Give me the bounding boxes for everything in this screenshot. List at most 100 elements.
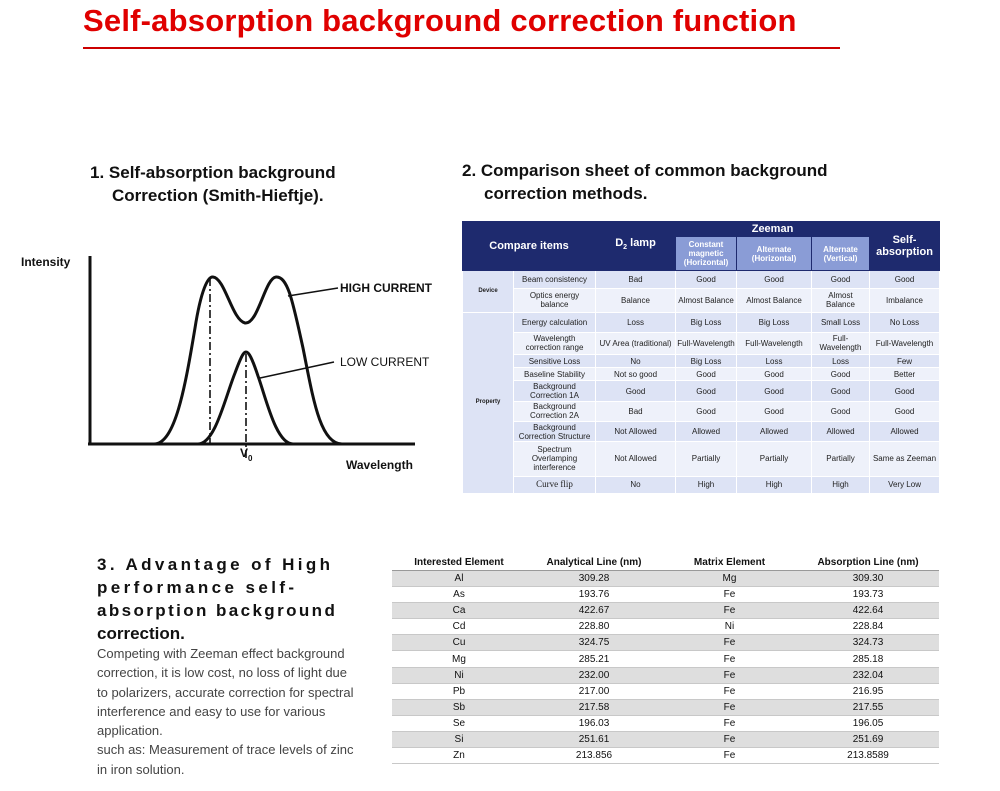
table-cell: Very Low [869,475,941,495]
alternate-vertical-header: Alternate (Vertical) [811,236,871,271]
table-cell: Big Loss [736,311,813,333]
table-cell: 251.61 [526,731,662,749]
table-row: Spectrum Overlamping interference Not Al… [463,441,941,477]
high-current-curve [153,275,343,446]
table-cell: Almost Balance [675,288,738,313]
comparison-table: Compare items D2 lamp Zeeman Self-absorp… [461,221,941,495]
group-label-property: Property [462,311,514,495]
section1-heading-line1: 1. Self-absorption background [90,163,336,182]
zeeman-header: Zeeman [675,221,871,237]
section3-example: such as: Measurement of trace levels of … [97,742,354,777]
column-header: Analytical Line (nm) [526,555,662,571]
table-cell: Bad [595,400,677,422]
section1-heading: 1. Self-absorption background Correction… [90,161,420,207]
table-cell: Partially [736,441,813,477]
table-cell: 193.73 [797,586,939,604]
table-cell: Si [392,731,526,749]
table-cell: Good [811,400,871,422]
table-cell: Not Allowed [595,441,677,477]
table-cell: UV Area (traditional) [595,331,677,356]
high-current-label: HIGH CURRENT [340,281,433,295]
table-cell: Good [811,269,871,290]
section3-heading-line3: absorption background [97,601,338,620]
table-cell: Good [811,380,871,402]
table-row: As 193.76 Fe 193.73 [392,586,939,604]
group-label-device: Device [462,270,514,313]
table-cell: High [736,475,813,495]
table-cell: Fe [662,586,797,604]
table-row: Ni 232.00 Fe 232.04 [392,667,939,684]
d2-lamp-header: D2 lamp [595,221,677,271]
low-current-pointer [259,361,335,379]
table-cell: Ni [392,667,526,684]
table-cell: Fe [662,650,797,668]
table-cell: Al [392,570,526,588]
table-cell: High [811,475,871,495]
row-label: Beam consistency [512,269,597,290]
table-row: Curve flip No High High High Very Low [463,475,941,495]
table-cell: 285.18 [797,650,939,668]
low-current-curve [197,350,294,446]
table-cell: Big Loss [675,311,738,333]
table-cell: Fe [662,634,797,652]
v0-label: V0 [240,446,253,463]
table-cell: Partially [675,441,738,477]
table-cell: Good [675,269,738,290]
row-label: Background Correction 2A [512,400,597,422]
table-cell: Se [392,715,526,732]
row-label: Sensitive Loss [512,354,597,369]
table-cell: Fe [662,602,797,620]
table-cell: Few [869,354,941,369]
section2-heading-line2: correction methods. [484,184,648,203]
table-cell: Full-Wavelength [869,331,941,356]
table-cell: Fe [662,715,797,732]
table-cell: Good [675,400,738,422]
table-cell: Almost Balance [811,288,871,313]
section3-heading-line1: 3. Advantage of High [97,555,334,574]
table-cell: 193.76 [526,586,662,604]
table-cell: 216.95 [797,683,939,700]
section3-heading-line2: performance self- [97,578,298,597]
table-cell: Good [675,367,738,382]
table-row: Sensitive Loss No Big Loss Loss Loss Few [463,354,941,369]
table-cell: No [595,354,677,369]
column-header: Matrix Element [662,555,797,571]
table-cell: 217.58 [526,699,662,716]
table-cell: 196.03 [526,715,662,732]
row-label: Baseline Stability [512,367,597,382]
table-cell: Fe [662,731,797,749]
table-cell: 196.05 [797,715,939,732]
table-row: Background Correction 2A Bad Good Good G… [463,400,941,422]
table-row: Cu 324.75 Fe 324.73 [392,634,939,652]
table-row: Cd 228.80 Ni 228.84 [392,618,939,636]
row-label: Background Correction Structure [512,420,597,443]
table-cell: Zn [392,747,526,765]
table-cell: Full-Wavelength [736,331,813,356]
row-label: Wavelength correction range [512,331,597,356]
table-cell: Fe [662,747,797,765]
table-cell: Good [869,400,941,422]
element-lines-table: Interested Element Analytical Line (nm) … [392,555,939,765]
title-underline [83,47,840,49]
table-cell: Partially [811,441,871,477]
table-row: Background Correction 1A Good Good Good … [463,380,941,402]
section3-body: Competing with Zeeman effect background … [97,644,359,779]
table-cell: Mg [662,570,797,588]
table-cell: Ni [662,618,797,636]
row-label: Spectrum Overlamping interference [512,441,597,477]
table-cell: Pb [392,683,526,700]
table-cell: Allowed [736,420,813,443]
compare-items-header: Compare items [461,221,597,271]
table-cell: As [392,586,526,604]
table-cell: 213.8589 [797,747,939,765]
table-cell: 309.28 [526,570,662,588]
table-cell: Fe [662,699,797,716]
section2-heading: 2. Comparison sheet of common background… [462,159,922,205]
table-cell: Allowed [675,420,738,443]
table-cell: Small Loss [811,311,871,333]
alternate-horizontal-header: Alternate (Horizontal) [736,236,813,271]
table-cell: Good [675,380,738,402]
self-absorption-diagram: Intensity HIGH CURRENT LOW CURRENT V0 Wa… [21,255,433,472]
table-cell: 251.69 [797,731,939,749]
table-header-row: Interested Element Analytical Line (nm) … [392,555,939,571]
